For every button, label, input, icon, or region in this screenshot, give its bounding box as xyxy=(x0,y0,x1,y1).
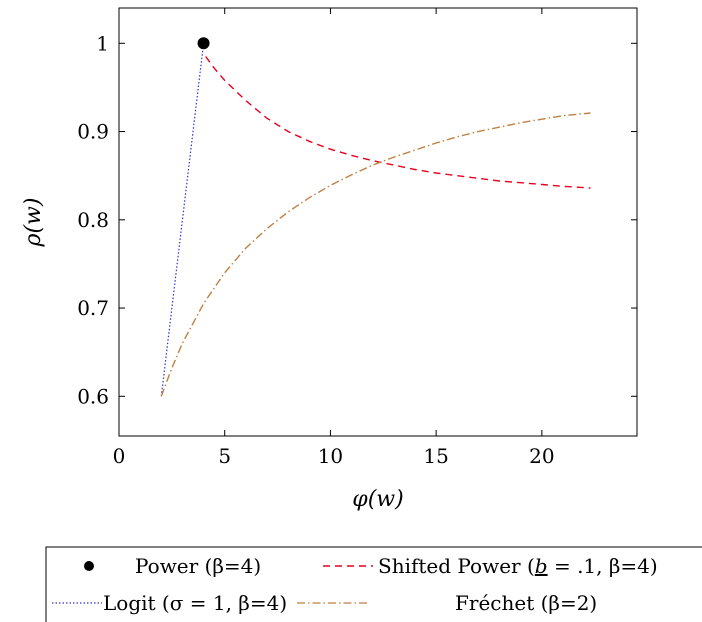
series-frechet-line xyxy=(160,112,591,397)
y-axis-label: ρ(w) xyxy=(21,198,46,248)
x-tick-label: 5 xyxy=(218,444,231,468)
legend-power-label: Power (β=4) xyxy=(135,554,261,578)
plot-area-frame xyxy=(118,7,638,437)
y-tick-label: 0.8 xyxy=(77,208,109,232)
x-axis-label: φ(w) xyxy=(352,487,403,512)
series-layer xyxy=(160,37,591,397)
series-logit-line xyxy=(160,43,205,397)
legend-shifted-power-label: Shifted Power (b = .1, β=4) xyxy=(378,554,658,578)
legend-power-marker xyxy=(84,561,94,571)
series-power-marker xyxy=(197,37,210,50)
x-tick-label: 15 xyxy=(423,444,448,468)
y-tick-label: 0.9 xyxy=(77,120,109,144)
y-tick-label: 0.7 xyxy=(77,296,109,320)
x-tick-label: 10 xyxy=(318,444,343,468)
legend: Power (β=4) Shifted Power (b = .1, β=4) … xyxy=(45,546,702,622)
series-shifted-power-line xyxy=(205,56,591,189)
axis-ticks: 0 5 10 15 20 0.6 0.7 0.8 0.9 1 xyxy=(77,8,637,468)
y-tick-label: 0.6 xyxy=(77,384,109,408)
legend-box xyxy=(45,546,702,622)
legend-logit-label: Logit (σ = 1, β=4) xyxy=(103,591,287,615)
x-tick-label: 0 xyxy=(113,444,126,468)
legend-frechet-label: Fréchet (β=2) xyxy=(455,591,597,615)
y-tick-label: 1 xyxy=(96,31,109,55)
x-tick-label: 20 xyxy=(529,444,554,468)
